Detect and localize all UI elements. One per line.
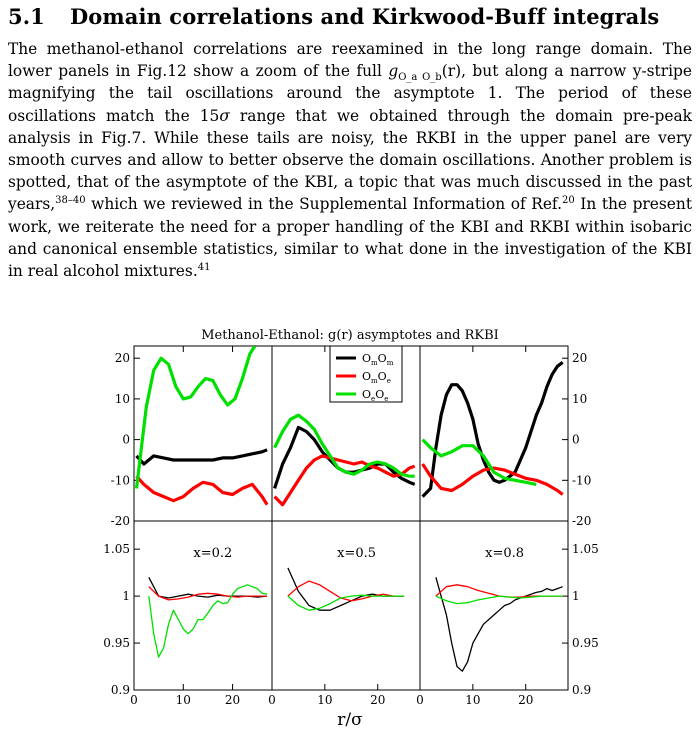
gr-curve-OmOe xyxy=(148,586,268,601)
legend-label-me: OmOe xyxy=(362,370,391,385)
rkbi-curves xyxy=(134,346,564,507)
rkbi-panel-frame xyxy=(419,345,569,522)
y-tick-label-left: -20 xyxy=(111,514,130,528)
math-g-arg: (r) xyxy=(441,62,462,81)
x-tick-label: 0 xyxy=(130,693,138,707)
paragraph-text: , but along a narrow y-stripe magnifying… xyxy=(8,62,692,125)
curves-layer xyxy=(134,346,564,672)
legend: OmOm OmOe OeOe xyxy=(329,345,403,403)
y-tick-label-right: 0.95 xyxy=(572,636,599,650)
gr-curve-OeOe xyxy=(148,584,268,658)
gr-curve-OmOe xyxy=(287,580,405,602)
x-tick-label: 10 xyxy=(176,693,191,707)
rkbi-curve-OmOm xyxy=(421,361,564,498)
paragraph-text: The methanol-ethanol correlations are re… xyxy=(8,40,692,81)
rkbi-curve-OeOe xyxy=(273,413,415,478)
y-tick-label-left: 0.9 xyxy=(111,683,130,697)
section-title: Domain correlations and Kirkwood-Buff in… xyxy=(70,4,660,29)
x-axis-label: r/σ xyxy=(337,710,363,730)
y-tick-label-left: 1.05 xyxy=(103,542,130,556)
y-tick-label-left: 10 xyxy=(115,392,130,406)
rkbi-gr-chart: Methanol-Ethanol: g(r) asymptotes and RK… xyxy=(103,328,599,730)
x-tick-label: 20 xyxy=(225,693,240,707)
citation-20: 20 xyxy=(561,195,575,207)
gr-curves xyxy=(148,567,563,672)
rkbi-curve-OmOe xyxy=(421,463,564,496)
y-tick-label-right: 20 xyxy=(572,351,587,365)
section-heading: 5.1 Domain correlations and Kirkwood-Buff… xyxy=(8,4,659,29)
y-tick-label-right: 0.9 xyxy=(572,683,591,697)
math-sigma: σ xyxy=(219,106,230,125)
rkbi-curve-OmOm xyxy=(273,425,416,489)
paragraph-text: which we reviewed in the Supplemental In… xyxy=(85,195,562,214)
rkbi-curve-OmOe xyxy=(273,454,416,507)
rkbi-curve-OmOm xyxy=(135,448,268,466)
citation-41: 41 xyxy=(197,261,211,273)
panel-label: x=0.2 xyxy=(193,546,232,561)
chart-title: Methanol-Ethanol: g(r) asymptotes and RK… xyxy=(201,328,499,343)
gr-curve-OeOe xyxy=(435,595,563,605)
y-tick-label-right: 0 xyxy=(572,433,580,447)
math-g: g xyxy=(388,62,399,81)
gr-curve-OmOm xyxy=(148,576,268,599)
x-tick-label: 0 xyxy=(268,693,276,707)
y-tick-label-left: 20 xyxy=(115,351,130,365)
math-g-subscript: O_a O_b xyxy=(398,72,442,84)
y-tick-label-right: 1 xyxy=(572,589,580,603)
x-tick-label: 10 xyxy=(465,693,480,707)
paragraph-text: range that we obtained through the domai… xyxy=(8,106,692,214)
x-tick-label: 20 xyxy=(518,693,533,707)
y-tick-label-right: 10 xyxy=(572,392,587,406)
y-tick-label-left: 1 xyxy=(122,589,130,603)
gr-curve-OmOm xyxy=(435,577,563,672)
body-paragraph: The methanol-ethanol correlations are re… xyxy=(8,38,692,282)
legend-label-mm: OmOm xyxy=(362,352,394,367)
panel-label: x=0.5 xyxy=(337,546,376,561)
x-tick-label: 0 xyxy=(416,693,424,707)
x-tick-label: 20 xyxy=(370,693,385,707)
figure-12: Methanol-Ethanol: g(r) asymptotes and RK… xyxy=(0,320,700,731)
paragraph-text: In the present work, we reiterate the ne… xyxy=(8,195,692,281)
y-tick-label-left: 0.95 xyxy=(103,636,130,650)
y-tick-label-right: -10 xyxy=(572,473,591,487)
y-tick-label-right: 1.05 xyxy=(572,542,599,556)
y-tick-label-left: -10 xyxy=(111,473,130,487)
section-number: 5.1 xyxy=(8,4,45,29)
gr-panel-frame xyxy=(419,520,569,691)
gr-curve-OmOm xyxy=(287,567,405,611)
y-tick-label-left: 0 xyxy=(122,433,130,447)
x-tick-label: 10 xyxy=(317,693,332,707)
legend-label-ee: OeOe xyxy=(362,388,388,403)
gr-curve-OeOe xyxy=(287,594,405,611)
rkbi-curve-OmOe xyxy=(135,475,269,506)
panel-label: x=0.8 xyxy=(485,546,524,561)
citation-38-40: 38–40 xyxy=(55,195,86,207)
rkbi-curve-OeOe xyxy=(421,438,537,486)
y-tick-label-right: -20 xyxy=(572,514,591,528)
rkbi-curve-OeOe xyxy=(134,346,257,489)
